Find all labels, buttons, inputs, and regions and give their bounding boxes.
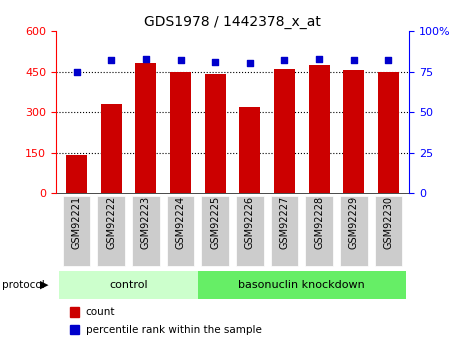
- Bar: [239, 107, 260, 193]
- Text: count: count: [86, 307, 115, 317]
- Text: basonuclin knockdown: basonuclin knockdown: [239, 280, 365, 289]
- FancyBboxPatch shape: [63, 196, 91, 266]
- Point: [385, 58, 392, 63]
- Text: control: control: [109, 280, 148, 289]
- Point: [281, 58, 288, 63]
- FancyBboxPatch shape: [59, 270, 198, 298]
- Title: GDS1978 / 1442378_x_at: GDS1978 / 1442378_x_at: [144, 14, 321, 29]
- Point: [142, 56, 150, 61]
- Bar: [343, 70, 364, 193]
- Bar: [274, 69, 295, 193]
- FancyBboxPatch shape: [201, 196, 229, 266]
- Bar: [70, 307, 79, 317]
- Bar: [66, 155, 87, 193]
- Text: GSM92230: GSM92230: [384, 196, 393, 249]
- Bar: [70, 325, 79, 334]
- Bar: [170, 71, 191, 193]
- Point: [212, 59, 219, 65]
- Text: GSM92226: GSM92226: [245, 196, 255, 249]
- Text: GSM92225: GSM92225: [210, 196, 220, 249]
- Text: ▶: ▶: [40, 280, 49, 289]
- FancyBboxPatch shape: [198, 270, 406, 298]
- Bar: [205, 74, 226, 193]
- Text: GSM92228: GSM92228: [314, 196, 324, 249]
- Text: GSM92222: GSM92222: [106, 196, 116, 249]
- FancyBboxPatch shape: [236, 196, 264, 266]
- FancyBboxPatch shape: [374, 196, 402, 266]
- Text: GSM92224: GSM92224: [175, 196, 186, 249]
- FancyBboxPatch shape: [340, 196, 368, 266]
- FancyBboxPatch shape: [305, 196, 333, 266]
- Bar: [101, 104, 122, 193]
- Text: GSM92227: GSM92227: [279, 196, 290, 249]
- Text: GSM92221: GSM92221: [72, 196, 81, 249]
- Bar: [135, 63, 156, 193]
- Bar: [378, 71, 399, 193]
- FancyBboxPatch shape: [132, 196, 160, 266]
- Text: GSM92229: GSM92229: [349, 196, 359, 249]
- FancyBboxPatch shape: [97, 196, 125, 266]
- Point: [350, 58, 358, 63]
- Point: [73, 69, 80, 74]
- Text: protocol: protocol: [2, 280, 45, 289]
- Point: [177, 58, 184, 63]
- Point: [315, 56, 323, 61]
- FancyBboxPatch shape: [166, 196, 194, 266]
- FancyBboxPatch shape: [271, 196, 299, 266]
- Text: percentile rank within the sample: percentile rank within the sample: [86, 325, 262, 335]
- Point: [246, 61, 253, 66]
- Text: GSM92223: GSM92223: [141, 196, 151, 249]
- Point: [107, 58, 115, 63]
- Bar: [309, 65, 330, 193]
